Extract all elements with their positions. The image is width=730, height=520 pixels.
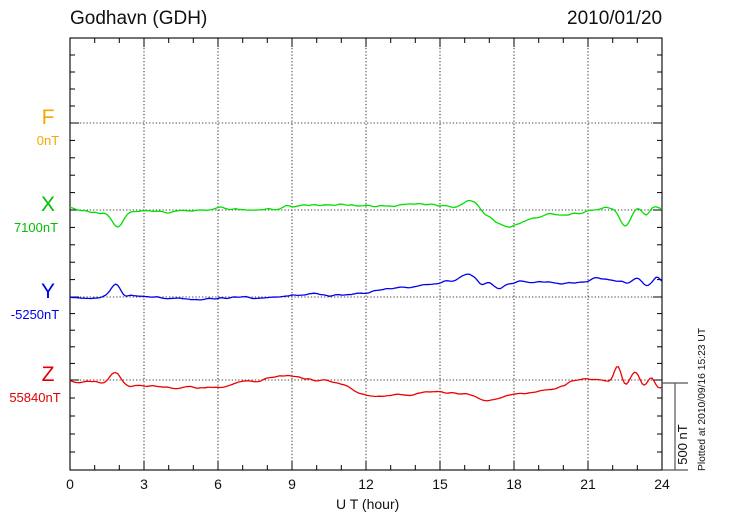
svg-text:500 nT: 500 nT xyxy=(675,424,690,465)
svg-text:Plotted at 2010/09/16 15:23 UT: Plotted at 2010/09/16 15:23 UT xyxy=(697,327,708,471)
